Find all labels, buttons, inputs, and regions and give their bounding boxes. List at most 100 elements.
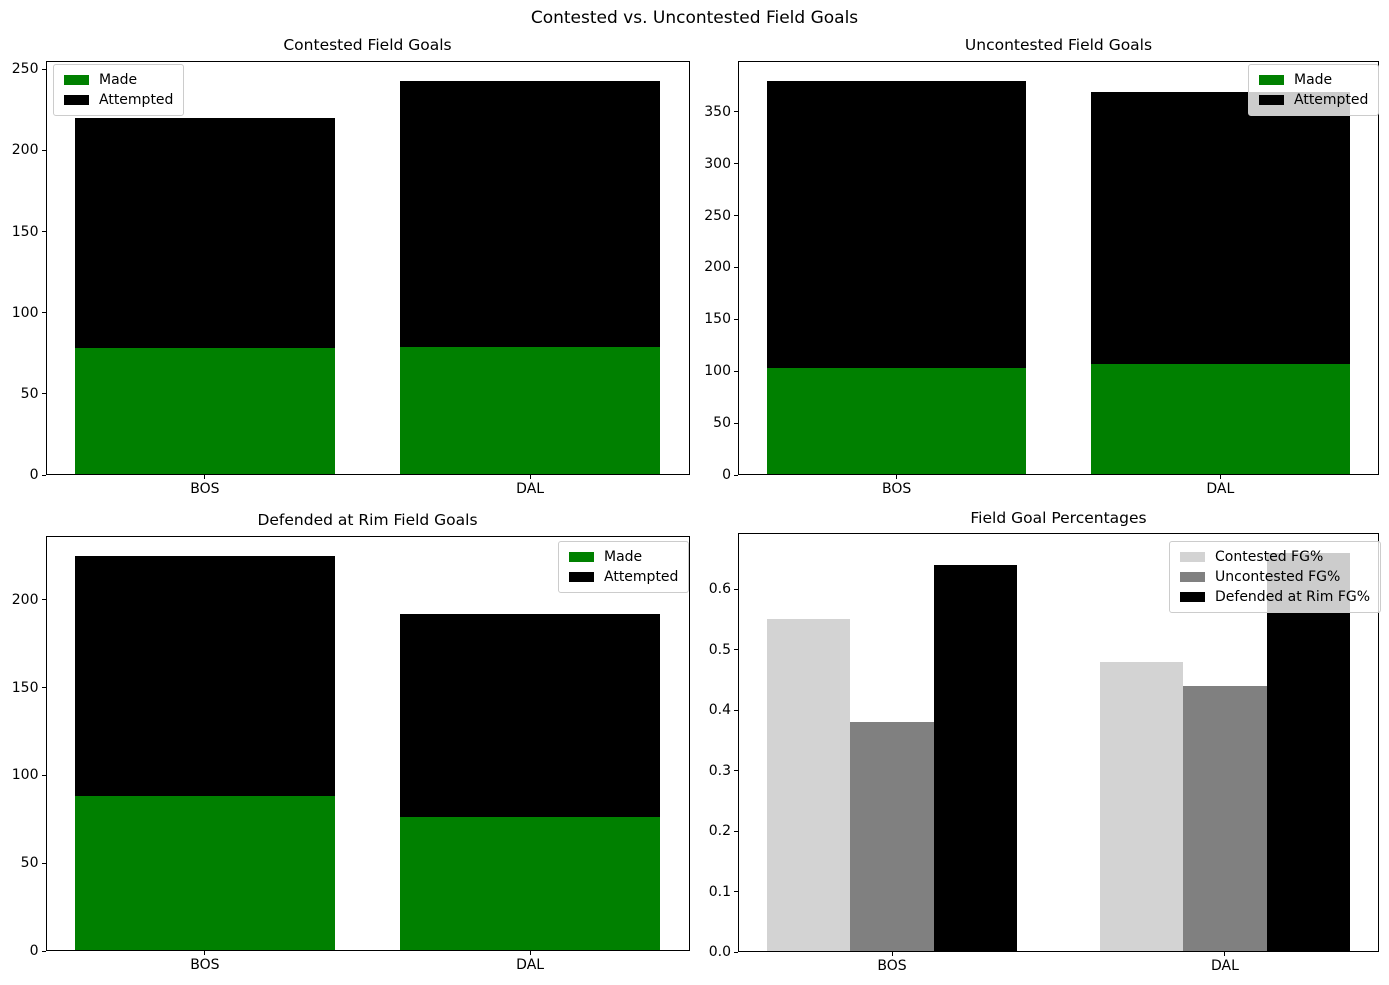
legend-row-made: Made xyxy=(569,547,678,567)
y-tick-label: 0 xyxy=(29,467,39,483)
y-tickmark xyxy=(734,891,738,893)
y-tickmark xyxy=(734,266,738,268)
legend-label-attempted: Attempted xyxy=(1294,92,1369,108)
y-tickmark xyxy=(41,687,46,688)
x-tick-label-bos: BOS xyxy=(190,957,220,973)
y-tickmark xyxy=(41,950,46,952)
x-tick-label-dal: DAL xyxy=(516,957,545,973)
y-tick-label: 0.6 xyxy=(708,581,731,598)
y-tickmark xyxy=(41,312,46,314)
y-tick-label: 350 xyxy=(704,103,731,120)
y-tick-label: 0.2 xyxy=(708,823,731,840)
x-tickmark xyxy=(204,475,206,479)
y-tick-label: 0.5 xyxy=(708,641,731,658)
y-tickmark xyxy=(734,588,738,590)
bar-uncontested-fg-dal xyxy=(1183,685,1267,952)
y-tick-label: 200 xyxy=(11,142,39,159)
y-tickmark xyxy=(41,149,46,151)
legend-swatch-made xyxy=(1259,75,1284,85)
y-tick-label: 150 xyxy=(11,679,39,696)
y-tick-label: 0.3 xyxy=(708,762,731,779)
y-tickmark xyxy=(734,422,738,424)
y-tick-label: 0 xyxy=(29,943,39,959)
y-tick-label: 150 xyxy=(11,223,39,240)
bar-contested-fg-dal xyxy=(1100,661,1184,952)
y-tick-label: 0.1 xyxy=(708,883,731,900)
x-tick-label-bos: BOS xyxy=(881,481,912,497)
figure-title: Contested vs. Uncontested Field Goals xyxy=(530,8,859,28)
bar-contested-fg-bos xyxy=(767,619,851,952)
legend-label-attempted: Attempted xyxy=(604,569,679,585)
legend-uncontested-field-goals: Made Attempted xyxy=(1248,64,1380,116)
legend-row-attempted: Attempted xyxy=(1259,90,1368,110)
y-tick-label: 50 xyxy=(20,385,39,402)
legend-label-made: Made xyxy=(604,549,643,565)
y-tickmark xyxy=(734,370,738,372)
y-tickmark xyxy=(734,830,738,832)
y-tick-label: 0.0 xyxy=(708,944,731,960)
legend-row-contested-fg: Contested FG% xyxy=(1180,547,1370,567)
y-tickmark xyxy=(734,215,738,217)
y-tick-label: 100 xyxy=(11,304,39,321)
bar-defended-at-rim-fg-dal xyxy=(1266,552,1350,952)
y-tickmark xyxy=(734,111,738,113)
y-tick-label: 200 xyxy=(11,591,39,608)
bar-made-bos xyxy=(74,796,335,951)
legend-contested-field-goals: Made Attempted xyxy=(53,64,185,116)
y-tick-label: 100 xyxy=(704,363,731,380)
y-tickmark xyxy=(41,68,46,70)
legend-label-made: Made xyxy=(1294,72,1333,88)
subplot-title-percentages: Field Goal Percentages xyxy=(970,509,1147,527)
bar-made-dal xyxy=(1090,363,1350,475)
legend-label-uncontested-fg: Uncontested FG% xyxy=(1215,569,1341,585)
bar-defended-at-rim-fg-bos xyxy=(933,565,1017,952)
x-tickmark xyxy=(529,951,531,955)
x-tickmark xyxy=(1219,475,1221,479)
legend-swatch-contested-fg xyxy=(1180,552,1205,562)
legend-label-defended-at-rim-fg: Defended at Rim FG% xyxy=(1215,589,1371,605)
y-tickmark xyxy=(734,474,738,476)
y-tickmark xyxy=(41,774,46,776)
bar-made-bos xyxy=(74,348,335,475)
legend-row-uncontested-fg: Uncontested FG% xyxy=(1180,567,1370,587)
legend-swatch-uncontested-fg xyxy=(1180,572,1205,582)
legend-label-contested-fg: Contested FG% xyxy=(1215,549,1324,565)
legend-row-made: Made xyxy=(1259,70,1368,90)
subplot-title-contested: Contested Field Goals xyxy=(283,36,452,54)
y-tick-label: 200 xyxy=(704,259,731,276)
bar-made-dal xyxy=(400,346,661,475)
bar-made-dal xyxy=(400,817,661,951)
y-tick-label: 50 xyxy=(20,855,39,872)
y-tickmark xyxy=(734,770,738,772)
x-tickmark xyxy=(204,951,206,955)
y-tickmark xyxy=(734,649,738,651)
y-tickmark xyxy=(41,599,46,601)
bar-made-bos xyxy=(767,368,1027,475)
x-tick-label-dal: DAL xyxy=(1211,958,1239,974)
legend-label-attempted: Attempted xyxy=(99,92,174,108)
y-tickmark xyxy=(41,474,46,476)
x-tickmark xyxy=(896,475,898,479)
bar-uncontested-fg-bos xyxy=(850,722,934,952)
y-tickmark xyxy=(41,393,46,395)
y-tick-label: 250 xyxy=(11,61,39,78)
legend-label-made: Made xyxy=(99,72,138,88)
subplot-title-uncontested: Uncontested Field Goals xyxy=(964,36,1153,54)
legend-defended-at-rim-field-goals: Made Attempted xyxy=(558,541,690,593)
y-tick-label: 300 xyxy=(704,155,731,172)
legend-field-goal-percentages: Contested FG% Uncontested FG% Defended at … xyxy=(1169,541,1382,613)
legend-swatch-made xyxy=(64,75,89,85)
y-tick-label: 0.4 xyxy=(708,702,731,719)
legend-row-made: Made xyxy=(64,70,173,90)
x-tick-label-bos: BOS xyxy=(877,958,907,974)
x-tick-label-bos: BOS xyxy=(190,481,220,497)
y-tick-label: 50 xyxy=(713,415,731,432)
legend-row-attempted: Attempted xyxy=(64,90,173,110)
x-tick-label-dal: DAL xyxy=(1206,481,1235,497)
x-tickmark xyxy=(891,952,893,956)
y-tick-label: 250 xyxy=(704,207,731,224)
y-tickmark xyxy=(734,318,738,320)
legend-swatch-made xyxy=(569,552,594,562)
legend-swatch-attempted xyxy=(64,95,89,105)
